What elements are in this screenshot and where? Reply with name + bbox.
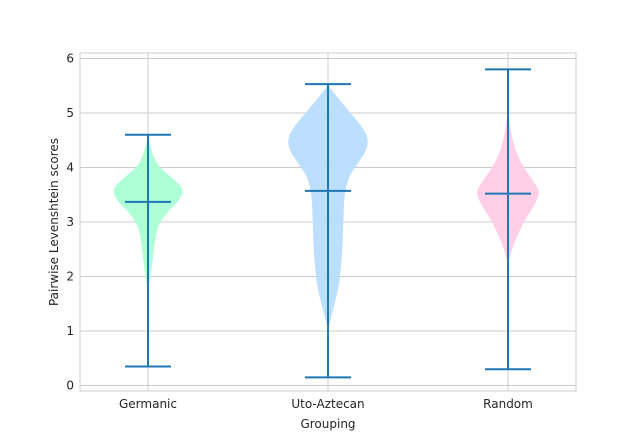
y-tick-label: 0 <box>66 379 74 393</box>
y-axis-label: Pairwise Levenshtein scores <box>47 138 61 306</box>
y-tick-label: 1 <box>66 324 74 338</box>
x-axis-label: Grouping <box>300 417 355 431</box>
y-tick-label: 5 <box>66 106 74 120</box>
x-tick-label: Uto-Aztecan <box>291 397 364 411</box>
y-tick-label: 2 <box>66 270 74 284</box>
y-tick-label: 4 <box>66 160 74 174</box>
x-tick-label: Germanic <box>119 397 177 411</box>
y-tick-label: 6 <box>66 51 74 65</box>
x-tick-label: Random <box>483 397 533 411</box>
y-tick-label: 3 <box>66 215 74 229</box>
violins <box>113 68 540 379</box>
plot-frame <box>79 52 577 392</box>
ticks: 0 1 2 3 4 5 6 Germanic Uto-Aztecan Random <box>66 51 532 411</box>
